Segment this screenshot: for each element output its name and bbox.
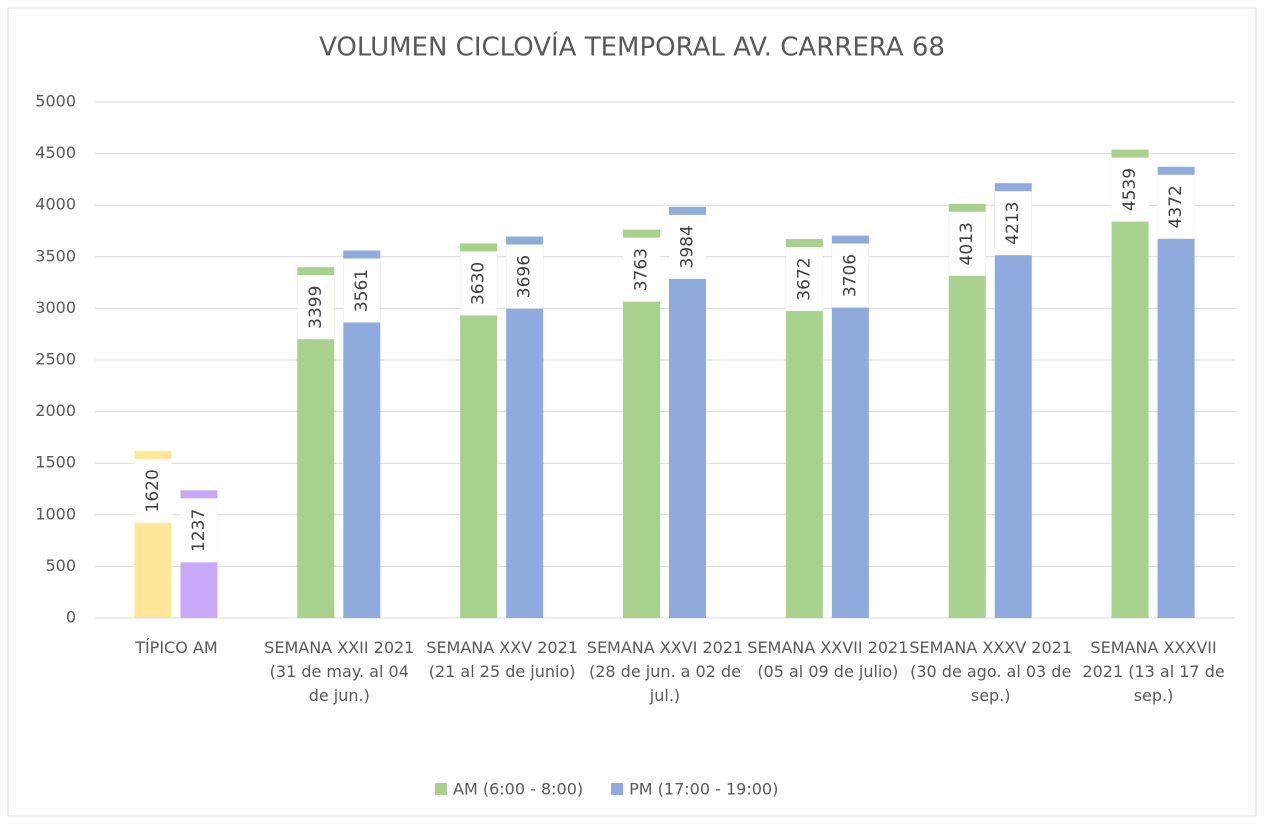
y-tick-label: 3500	[35, 246, 76, 265]
data-label: 4539	[1120, 168, 1140, 211]
bar	[1111, 149, 1149, 618]
x-tick-label-box: SEMANA XXXVII 2021 (13 al 17 de sep.)	[1082, 638, 1225, 705]
data-label-box	[785, 247, 823, 312]
x-tick-label-box: SEMANA XXXV 2021 (30 de ago. al 03 de se…	[909, 638, 1073, 705]
data-label: 3763	[632, 248, 652, 291]
y-tick-label: 2500	[35, 350, 76, 369]
data-label-box	[669, 214, 706, 279]
data-label: 3706	[840, 254, 860, 297]
data-label: 4372	[1166, 185, 1186, 228]
data-label: 4013	[957, 222, 977, 265]
data-label: 3984	[678, 225, 698, 268]
x-tick-label: SEMANA XXXV 2021 (30 de ago. al 03 de se…	[909, 638, 1073, 705]
bar	[1157, 166, 1195, 618]
legend-swatch	[611, 783, 624, 795]
data-label-box	[1111, 157, 1149, 222]
y-tick-label: 3000	[35, 298, 76, 317]
data-label: 3696	[515, 255, 535, 298]
data-label: 4213	[1003, 202, 1023, 245]
legend-label: PM (17:00 - 19:00)	[629, 780, 778, 799]
x-tick-label: SEMANA XXII 2021 (31 de may. al 04 de ju…	[264, 638, 415, 705]
data-label: 1237	[189, 509, 209, 552]
data-label: 3672	[794, 257, 814, 300]
y-tick-label: 5000	[35, 92, 76, 111]
data-label: 3561	[352, 269, 372, 312]
x-tick-label-box: SEMANA XXVI 2021 (28 de jun. a 02 de jul…	[586, 638, 744, 705]
y-tick-label: 500	[45, 556, 76, 575]
data-label-box	[623, 237, 660, 302]
x-tick-label-box: SEMANA XXV 2021 (21 al 25 de junio)	[426, 638, 578, 681]
x-tick-label: TÍPICO AM	[135, 638, 218, 657]
data-label-box	[948, 211, 986, 276]
bar	[994, 183, 1032, 619]
data-label-box	[994, 191, 1032, 256]
data-label-box	[460, 251, 498, 316]
data-label-box	[134, 458, 172, 523]
x-tick-label-box: TÍPICO AM	[135, 638, 218, 657]
data-label-box	[831, 243, 869, 308]
y-tick-label: 4000	[35, 195, 76, 214]
data-label-box	[343, 258, 381, 323]
x-tick-label: SEMANA XXVI 2021 (28 de jun. a 02 de jul…	[586, 638, 744, 705]
chart-title: VOLUMEN CICLOVÍA TEMPORAL AV. CARRERA 68	[319, 31, 945, 63]
y-tick-label: 2000	[35, 401, 76, 420]
data-label: 1620	[143, 469, 163, 512]
data-label: 3399	[306, 286, 326, 329]
legend-swatch	[435, 783, 447, 795]
data-label-box	[180, 498, 218, 563]
data-label: 3630	[469, 262, 489, 305]
y-tick-label: 1500	[35, 453, 76, 472]
x-tick-label: SEMANA XXVII 2021 (05 al 09 de julio)	[747, 638, 909, 681]
data-label-box	[1157, 174, 1195, 239]
data-label-box	[297, 275, 335, 340]
y-tick-label: 1000	[35, 504, 76, 523]
data-label-box	[506, 244, 544, 309]
x-tick-label-box: SEMANA XXII 2021 (31 de may. al 04 de ju…	[264, 638, 415, 705]
y-tick-label: 4500	[35, 143, 76, 162]
x-tick-label-box: SEMANA XXVII 2021 (05 al 09 de julio)	[747, 638, 909, 681]
x-tick-label: SEMANA XXXVII 2021 (13 al 17 de sep.)	[1082, 638, 1225, 705]
x-tick-label: SEMANA XXV 2021 (21 al 25 de junio)	[426, 638, 578, 681]
y-tick-label: 0	[66, 608, 76, 627]
legend-label: AM (6:00 - 8:00)	[453, 780, 583, 799]
